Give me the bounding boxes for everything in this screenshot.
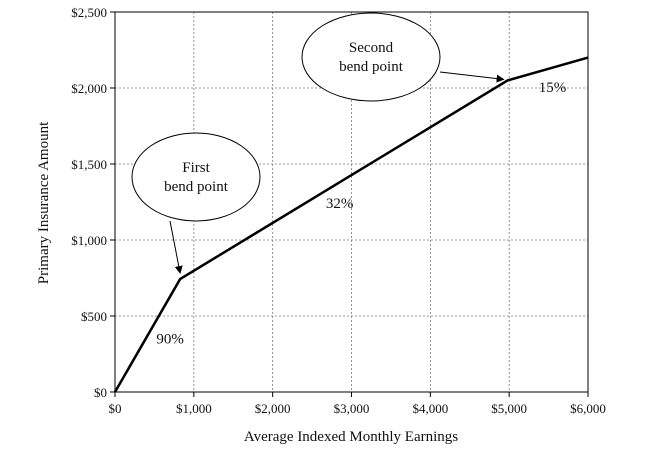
- y-tick-label: $1,500: [71, 157, 107, 172]
- callout-ellipse: [301, 12, 441, 102]
- ticks: $0 $1,000 $2,000 $3,000 $4,000 $5,000 $6,000 $0…: [71, 5, 606, 416]
- y-tick-label: $2,000: [71, 81, 107, 96]
- segment-rate-label: 90%: [156, 331, 184, 347]
- series: [113, 56, 589, 393]
- callout-arrow: [169, 220, 183, 275]
- segment-rate-label: 15%: [539, 80, 567, 96]
- x-tick-label: $3,000: [334, 401, 370, 416]
- first-bend-point-callout: First bend point: [131, 132, 261, 275]
- y-tick-label: $1,000: [71, 233, 107, 248]
- callout-ellipse: [131, 132, 261, 222]
- x-tick-label: $6,000: [570, 401, 606, 416]
- y-axis-label: Primary Insurance Amount: [36, 121, 52, 284]
- callout-text: First: [182, 160, 210, 176]
- y-tick-label: $500: [81, 309, 107, 324]
- x-tick-label: $2,000: [255, 401, 291, 416]
- callouts: First bend point Second bend point: [131, 12, 505, 275]
- callout-text: bend point: [164, 179, 229, 195]
- second-bend-point-callout: Second bend point: [301, 12, 505, 102]
- x-axis-label: Average Indexed Monthly Earnings: [244, 429, 458, 445]
- pia-formula-line: [113, 56, 589, 393]
- callout-arrow: [439, 71, 505, 83]
- y-tick-label: $0: [94, 385, 107, 400]
- callout-text: Second: [349, 40, 394, 56]
- x-tick-label: $5,000: [491, 401, 527, 416]
- y-tick-label: $2,500: [71, 5, 107, 20]
- x-tick-label: $4,000: [412, 401, 448, 416]
- x-tick-label: $0: [109, 401, 122, 416]
- x-tick-label: $1,000: [176, 401, 212, 416]
- annotations: 90% 32% 15%: [156, 80, 566, 348]
- callout-text: bend point: [339, 59, 404, 75]
- segment-rate-label: 32%: [326, 196, 354, 212]
